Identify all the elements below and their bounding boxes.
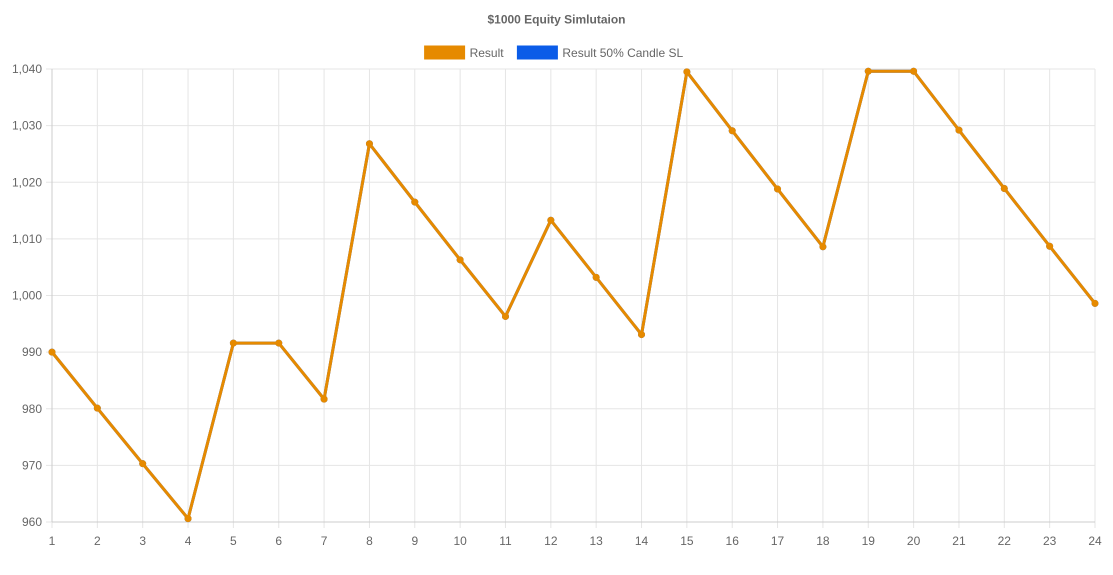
x-tick-label: 4	[185, 534, 192, 548]
x-tick-label: 18	[816, 534, 830, 548]
data-point	[910, 67, 918, 75]
series-line	[50, 69, 1097, 521]
legend-label: Result	[470, 46, 505, 60]
x-tick-label: 5	[230, 534, 237, 548]
data-point	[819, 243, 827, 251]
x-tick-label: 9	[411, 534, 418, 548]
data-point	[638, 331, 646, 339]
x-tick-label: 17	[771, 534, 785, 548]
data-point	[411, 198, 419, 206]
x-tick-label: 19	[862, 534, 876, 548]
x-tick-label: 24	[1088, 534, 1102, 548]
data-point	[728, 127, 736, 135]
x-tick-label: 20	[907, 534, 921, 548]
x-tick-label: 13	[589, 534, 603, 548]
data-point	[955, 126, 963, 134]
x-tick-label: 10	[453, 534, 467, 548]
data-point	[229, 339, 237, 347]
x-tick-label: 8	[366, 534, 373, 548]
data-point	[774, 185, 782, 193]
data-point	[683, 68, 691, 76]
legend: Result Result 50% Candle SL	[424, 45, 683, 60]
x-tick-label: 21	[952, 534, 966, 548]
data-point	[456, 256, 464, 264]
x-tick-label: 2	[94, 534, 101, 548]
legend-label: Result 50% Candle SL	[562, 46, 683, 60]
x-tick-label: 23	[1043, 534, 1057, 548]
series-layer	[48, 67, 1099, 523]
y-tick-label: 970	[22, 458, 42, 472]
y-tick-label: 1,010	[12, 232, 42, 246]
y-tick-label: 1,030	[12, 119, 42, 133]
data-point	[547, 216, 555, 224]
y-tick-label: 990	[22, 345, 42, 359]
data-point	[1000, 184, 1008, 192]
data-point	[592, 273, 600, 281]
x-tick-label: 1	[49, 534, 56, 548]
x-tick-label: 22	[998, 534, 1012, 548]
legend-swatch	[424, 45, 466, 60]
x-tick-label: 16	[726, 534, 740, 548]
x-tick-label: 14	[635, 534, 649, 548]
data-point	[1091, 299, 1099, 307]
data-point	[365, 140, 373, 148]
legend-swatch	[516, 45, 558, 60]
data-point	[275, 339, 283, 347]
y-tick-label: 1,000	[12, 289, 42, 303]
axes: 1 2 3 4 5 6 7 8 9 10 11 12 13 14 15 16 17 18 19 20 21 22 23 249…	[12, 62, 1102, 548]
data-point	[184, 515, 192, 523]
x-tick-label: 15	[680, 534, 694, 548]
data-point	[139, 460, 147, 468]
x-tick-label: 3	[139, 534, 146, 548]
chart-title: $1000 Equity Simlutaion	[487, 13, 625, 27]
data-point	[48, 348, 56, 356]
data-point	[320, 395, 328, 403]
data-point	[93, 404, 101, 412]
data-point	[501, 312, 509, 320]
x-tick-label: 6	[275, 534, 282, 548]
y-tick-label: 1,020	[12, 175, 42, 189]
y-tick-label: 980	[22, 402, 42, 416]
y-tick-label: 1,040	[12, 62, 42, 76]
x-tick-label: 12	[544, 534, 558, 548]
y-tick-label: 960	[22, 515, 42, 529]
x-tick-label: 7	[321, 534, 328, 548]
series-line	[50, 69, 1097, 521]
data-point	[864, 67, 872, 75]
data-point	[1046, 242, 1054, 250]
x-tick-label: 11	[499, 534, 512, 548]
